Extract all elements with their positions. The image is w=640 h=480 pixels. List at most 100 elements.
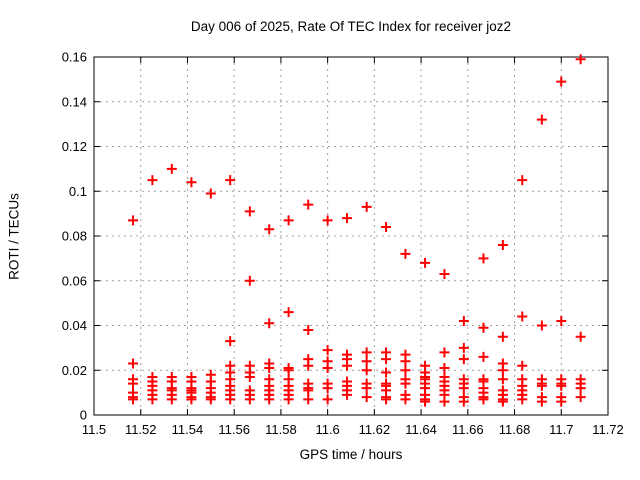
data-point-marker <box>128 378 139 389</box>
data-point-marker <box>536 396 547 407</box>
data-point-marker <box>264 394 275 405</box>
data-point-marker <box>322 215 333 226</box>
y-tick-label: 0.14 <box>62 94 87 109</box>
data-point-marker <box>439 363 450 374</box>
x-tick-label: 11.7 <box>549 422 573 437</box>
y-tick-label: 0.04 <box>62 318 87 333</box>
data-point-marker <box>303 360 314 371</box>
x-tick-label: 11.5 <box>82 422 106 437</box>
x-tick-label: 11.58 <box>265 422 297 437</box>
data-point-marker <box>497 365 508 376</box>
data-point-marker <box>264 318 275 329</box>
data-point-marker <box>478 351 489 362</box>
data-point-marker <box>458 316 469 327</box>
data-point-marker <box>381 367 392 378</box>
data-point-marker <box>322 394 333 405</box>
data-point-marker <box>517 360 528 371</box>
y-tick-label: 0.06 <box>62 273 87 288</box>
data-point-marker <box>361 365 372 376</box>
y-tick-label: 0.16 <box>62 50 87 65</box>
data-point-marker <box>283 394 294 405</box>
x-tick-label: 11.64 <box>405 422 437 437</box>
data-point-marker <box>517 175 528 186</box>
data-point-marker <box>361 383 372 394</box>
x-tick-label: 11.52 <box>125 422 157 437</box>
x-tick-label: 11.72 <box>592 422 624 437</box>
data-point-marker <box>342 389 353 400</box>
data-point-marker <box>283 365 294 376</box>
data-point-marker <box>556 76 567 87</box>
data-point-marker <box>283 215 294 226</box>
data-point-marker <box>205 394 216 405</box>
data-point-marker <box>536 320 547 331</box>
x-tick-label: 11.6 <box>315 422 339 437</box>
data-point-marker <box>478 394 489 405</box>
data-point-marker <box>478 253 489 264</box>
data-point-marker <box>128 394 139 405</box>
data-point-marker <box>264 363 275 374</box>
data-point-marker <box>361 201 372 212</box>
x-axis-title: GPS time / hours <box>299 447 403 462</box>
data-point-marker <box>575 331 586 342</box>
data-point-marker <box>458 354 469 365</box>
data-point-marker <box>244 206 255 217</box>
x-tick-label: 11.66 <box>452 422 484 437</box>
data-point-marker <box>342 213 353 224</box>
data-point-marker <box>166 163 177 174</box>
data-point-marker <box>264 224 275 235</box>
data-point-marker <box>536 380 547 391</box>
data-point-marker <box>575 392 586 403</box>
data-point-marker <box>458 383 469 394</box>
data-point-marker <box>575 383 586 394</box>
data-point-marker <box>205 188 216 199</box>
data-point-marker <box>458 342 469 353</box>
data-point-marker <box>497 239 508 250</box>
x-tick-label: 11.68 <box>499 422 531 437</box>
data-point-marker <box>244 394 255 405</box>
data-point-marker <box>225 175 236 186</box>
data-point-marker <box>361 392 372 403</box>
x-tick-label: 11.56 <box>218 422 250 437</box>
data-point-marker <box>439 347 450 358</box>
data-point-marker <box>361 347 372 358</box>
chart-title: Day 006 of 2025, Rate Of TEC Index for r… <box>190 19 512 34</box>
data-point-marker <box>186 394 197 405</box>
data-point-marker <box>342 360 353 371</box>
data-point-marker <box>381 354 392 365</box>
y-tick-label: 0.12 <box>62 139 87 154</box>
data-point-marker <box>400 356 411 367</box>
data-point-marker <box>439 396 450 407</box>
data-point-marker <box>517 394 528 405</box>
data-point-marker <box>478 322 489 333</box>
y-tick-label: 0.02 <box>62 363 87 378</box>
data-point-marker <box>147 175 158 186</box>
data-point-marker <box>283 307 294 318</box>
x-tick-label: 11.54 <box>172 422 204 437</box>
data-point-marker <box>147 394 158 405</box>
data-point-marker <box>497 374 508 385</box>
data-point-marker <box>556 396 567 407</box>
data-point-marker <box>303 385 314 396</box>
data-point-marker <box>517 311 528 322</box>
data-point-marker <box>166 394 177 405</box>
data-point-marker <box>381 222 392 233</box>
data-point-marker <box>225 336 236 347</box>
data-point-marker <box>400 394 411 405</box>
data-point-marker <box>244 371 255 382</box>
data-point-marker <box>497 396 508 407</box>
y-tick-label: 0.1 <box>69 184 87 199</box>
data-point-marker <box>497 331 508 342</box>
data-point-marker <box>322 363 333 374</box>
plot-border <box>93 56 609 416</box>
data-point-marker <box>186 177 197 188</box>
data-point-marker <box>536 114 547 125</box>
data-point-marker <box>128 215 139 226</box>
data-point-marker <box>361 356 372 367</box>
data-point-marker <box>439 269 450 280</box>
data-point-marker <box>322 345 333 356</box>
data-point-marker <box>128 358 139 369</box>
data-point-marker <box>458 396 469 407</box>
data-point-marker <box>420 396 431 407</box>
